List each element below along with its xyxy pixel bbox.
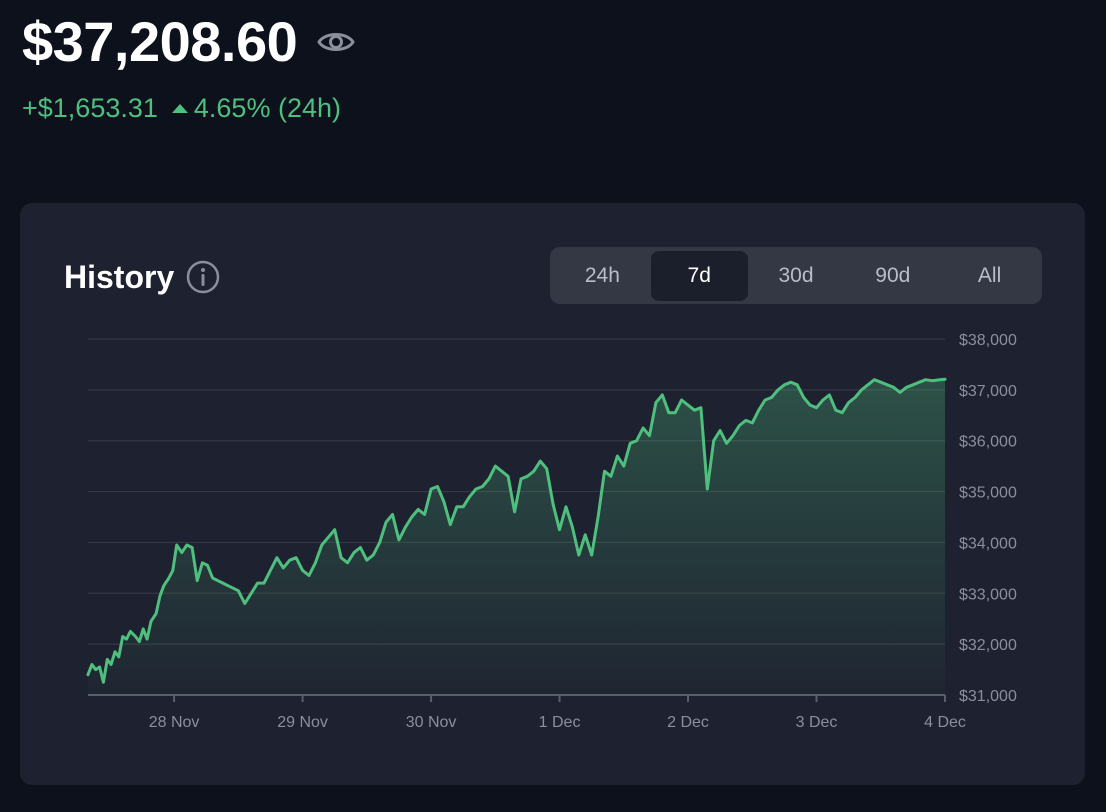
- range-tab-all[interactable]: All: [977, 263, 1002, 287]
- card-title: History: [64, 259, 175, 295]
- balance-row: $37,208.60: [22, 8, 356, 76]
- y-tick-label: $37,000: [959, 383, 1017, 400]
- up-arrow-icon: [171, 103, 188, 113]
- y-tick-label: $32,000: [959, 637, 1017, 654]
- range-tab-7d[interactable]: 7d: [650, 250, 748, 301]
- series-area: [88, 379, 945, 695]
- history-chart: $31,000 $32,000 $33,000 $34,000 $35,000 $36,0…: [86, 332, 1017, 731]
- change-amount: +$1,653.31: [22, 93, 158, 123]
- y-tick-label: $36,000: [959, 434, 1017, 451]
- x-tick-label: 4 Dec: [924, 714, 966, 731]
- y-tick-label: $38,000: [959, 332, 1017, 349]
- y-tick-label: $35,000: [959, 485, 1017, 502]
- range-selector: 24h 7d 30d 90d All: [550, 247, 1042, 304]
- y-tick-label: $31,000: [959, 688, 1017, 705]
- range-tab-30d[interactable]: 30d: [778, 263, 814, 287]
- card-header: History: [64, 257, 220, 297]
- series-line: [86, 377, 947, 684]
- y-tick-label: $34,000: [959, 535, 1017, 552]
- eye-icon[interactable]: [317, 27, 356, 57]
- x-tick-label: 28 Nov: [149, 714, 200, 731]
- x-tick-label: 29 Nov: [277, 714, 328, 731]
- range-tab-24h[interactable]: 24h: [584, 263, 620, 287]
- change-row: +$1,653.31 4.65% (24h): [22, 92, 341, 124]
- portfolio-balance: $37,208.60: [22, 10, 298, 73]
- history-card: History 24h 7d 30d 90d All $31,000 $32,00…: [20, 203, 1085, 785]
- x-tick-label: 30 Nov: [406, 714, 457, 731]
- info-icon[interactable]: [186, 260, 220, 294]
- x-tick-label: 1 Dec: [539, 714, 581, 731]
- change-percent: 4.65% (24h): [193, 93, 341, 123]
- y-tick-label: $33,000: [959, 586, 1017, 603]
- range-tab-90d[interactable]: 90d: [875, 263, 911, 287]
- x-tick-label: 2 Dec: [667, 714, 709, 731]
- x-tick-label: 3 Dec: [796, 714, 838, 731]
